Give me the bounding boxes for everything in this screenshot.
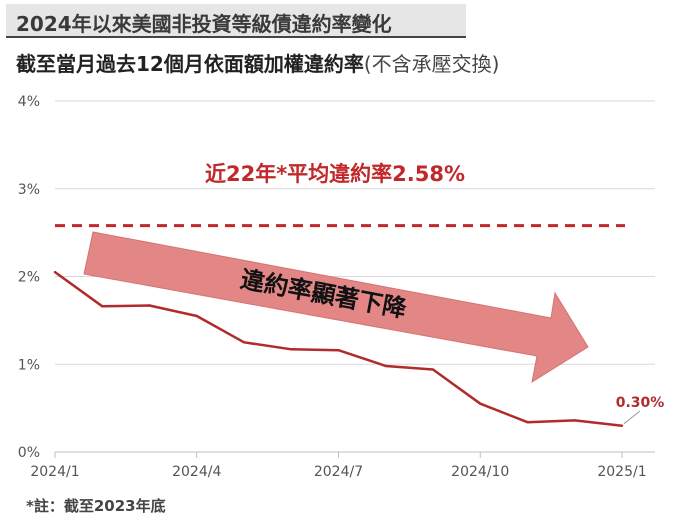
data-point: [148, 304, 151, 307]
data-point: [242, 341, 246, 344]
data-point: [573, 419, 576, 422]
callout-leader: [623, 410, 641, 425]
data-point: [526, 420, 529, 424]
y-tick-label: 2%: [18, 270, 40, 286]
title-bar: 2024年以來美國非投資等級債違約率變化: [6, 4, 466, 38]
data-point: [479, 402, 482, 405]
chart-subtitle: 截至當月過去12個月依面額加權違約率(不含承壓交換): [16, 48, 499, 77]
x-tick-label: 2024/7: [314, 464, 363, 480]
data-point: [53, 270, 57, 274]
x-tick-label: 2025/1: [597, 464, 646, 480]
data-point: [620, 424, 624, 427]
trend-arrow: [83, 231, 589, 384]
data-point: [290, 348, 293, 351]
footnote: *註：截至2023年底: [26, 497, 166, 515]
x-tick-label: 2024/10: [451, 464, 509, 480]
data-point: [101, 305, 104, 308]
data-point: [337, 349, 340, 352]
data-point: [195, 314, 198, 318]
x-tick-label: 2024/1: [30, 464, 79, 480]
y-tick-label: 0%: [18, 445, 40, 461]
data-point: [431, 368, 435, 371]
y-tick-label: 4%: [18, 94, 40, 110]
subtitle-paren: (不含承壓交換): [363, 52, 500, 76]
last-point-label: 0.30%: [616, 395, 665, 411]
average-label: 近22年*平均違約率2.58%: [205, 162, 465, 186]
data-point: [384, 364, 387, 368]
y-tick-label: 3%: [18, 182, 40, 198]
chart-title: 2024年以來美國非投資等級債違約率變化: [16, 12, 392, 36]
subtitle-main: 截至當月過去12個月依面額加權違約率: [16, 52, 364, 76]
x-tick-label: 2024/4: [172, 464, 221, 480]
y-tick-label: 1%: [18, 357, 40, 373]
